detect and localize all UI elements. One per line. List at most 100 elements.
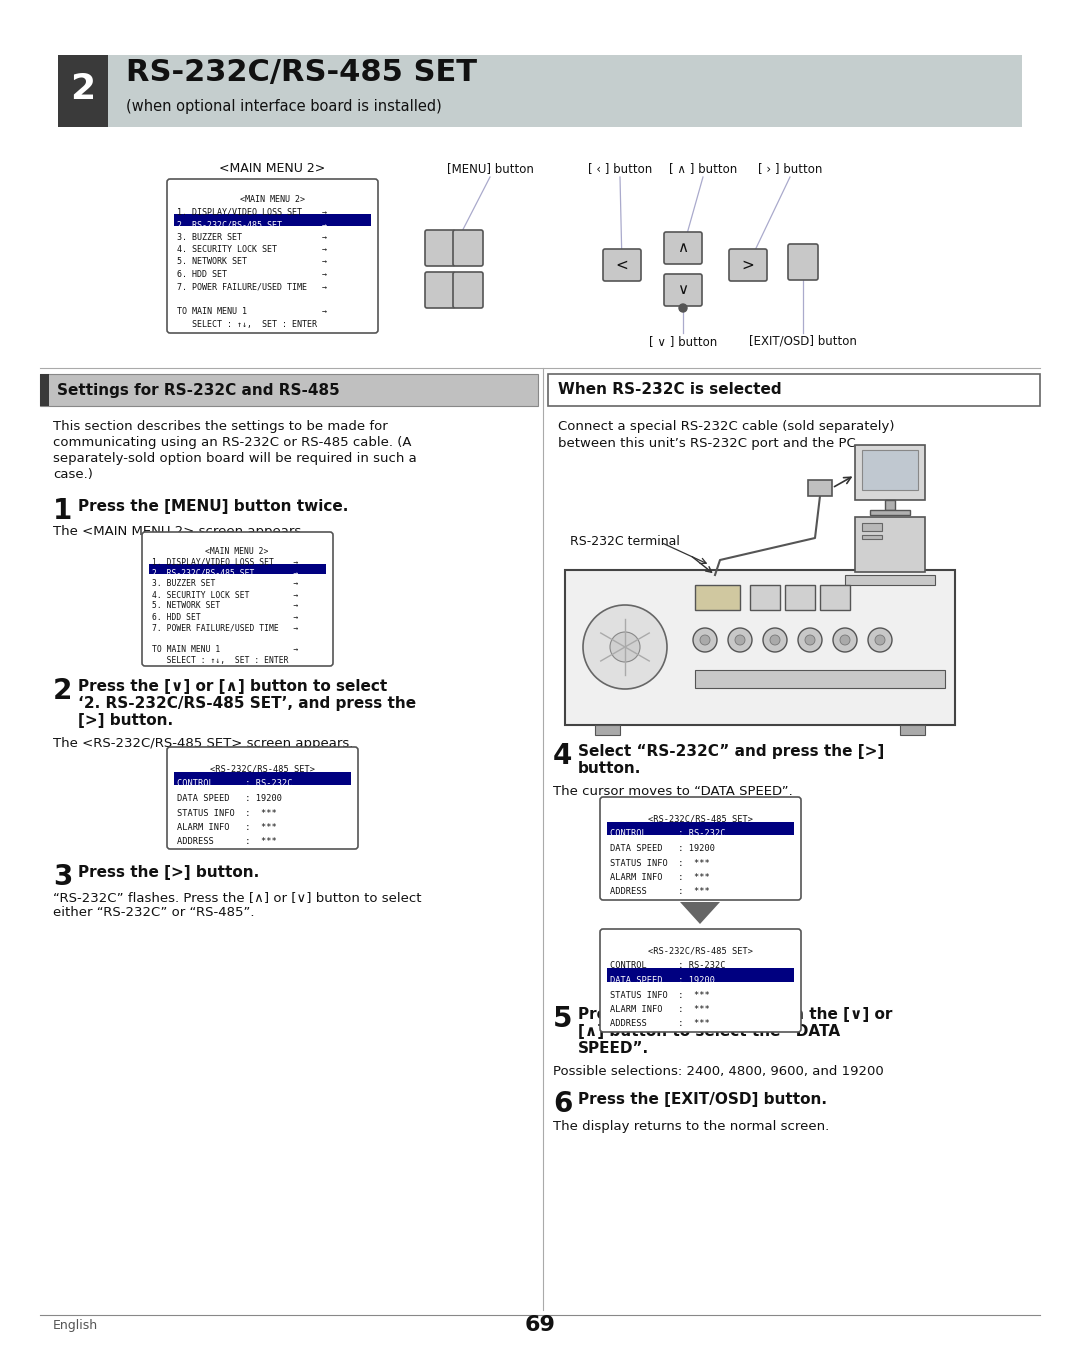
Text: >: > <box>742 257 754 272</box>
Text: CONTROL      : RS-232C: CONTROL : RS-232C <box>610 829 726 838</box>
Circle shape <box>610 632 640 662</box>
Circle shape <box>728 628 752 652</box>
FancyBboxPatch shape <box>729 249 767 280</box>
Text: [ ‹ ] button: [ ‹ ] button <box>588 162 652 175</box>
Text: [>] button.: [>] button. <box>78 713 173 728</box>
Text: between this unit’s RS-232C port and the PC.: between this unit’s RS-232C port and the… <box>558 437 860 450</box>
Text: 2: 2 <box>53 677 72 705</box>
Bar <box>696 670 945 687</box>
FancyBboxPatch shape <box>426 231 455 266</box>
Bar <box>40 373 538 406</box>
Text: The <MAIN MENU 2> screen appears.: The <MAIN MENU 2> screen appears. <box>53 524 306 538</box>
Text: RS-232C/RS-485 SET: RS-232C/RS-485 SET <box>126 58 477 88</box>
Text: ∧: ∧ <box>677 240 689 256</box>
Text: English: English <box>53 1318 98 1332</box>
Bar <box>862 450 918 491</box>
Text: either “RS-232C” or “RS-485”.: either “RS-232C” or “RS-485”. <box>53 906 255 919</box>
Bar <box>149 563 326 574</box>
Bar <box>855 445 924 500</box>
Bar <box>565 570 955 725</box>
Text: 4. SECURITY LOCK SET         →: 4. SECURITY LOCK SET → <box>152 590 298 600</box>
Bar <box>40 373 49 406</box>
Bar <box>548 373 1040 406</box>
Circle shape <box>805 635 815 644</box>
Text: 2. RS-232C/RS-485 SET        →: 2. RS-232C/RS-485 SET → <box>177 220 327 229</box>
Text: This section describes the settings to be made for: This section describes the settings to b… <box>53 421 388 433</box>
Text: DATA SPEED   : 19200: DATA SPEED : 19200 <box>177 794 282 803</box>
Text: 69: 69 <box>525 1316 555 1335</box>
FancyBboxPatch shape <box>603 249 642 280</box>
Text: 2. RS-232C/RS-485 SET        →: 2. RS-232C/RS-485 SET → <box>152 569 298 577</box>
Text: <: < <box>616 257 629 272</box>
Text: STATUS INFO  :  ***: STATUS INFO : *** <box>610 859 710 868</box>
Bar <box>862 523 882 531</box>
Text: SPEED”.: SPEED”. <box>578 1041 649 1055</box>
Circle shape <box>679 305 687 311</box>
FancyBboxPatch shape <box>167 179 378 333</box>
Text: 6: 6 <box>553 1091 572 1117</box>
Text: Possible selections: 2400, 4800, 9600, and 19200: Possible selections: 2400, 4800, 9600, a… <box>553 1065 883 1078</box>
Text: 3. BUZZER SET                →: 3. BUZZER SET → <box>177 232 327 241</box>
Text: 1. DISPLAY/VIDEO LOSS SET    →: 1. DISPLAY/VIDEO LOSS SET → <box>152 558 298 566</box>
Text: 5. NETWORK SET               →: 5. NETWORK SET → <box>177 257 327 267</box>
Text: 1: 1 <box>53 497 72 524</box>
Text: 2: 2 <box>70 71 95 106</box>
Text: DATA SPEED   : 19200: DATA SPEED : 19200 <box>610 844 715 853</box>
Text: 4. SECURITY LOCK SET         →: 4. SECURITY LOCK SET → <box>177 245 327 253</box>
Text: When RS-232C is selected: When RS-232C is selected <box>558 383 782 398</box>
Text: ADDRESS      :  ***: ADDRESS : *** <box>610 1019 710 1029</box>
Text: ALARM INFO   :  ***: ALARM INFO : *** <box>610 1006 710 1014</box>
FancyBboxPatch shape <box>141 532 333 666</box>
Text: <MAIN MENU 2>: <MAIN MENU 2> <box>219 162 325 175</box>
Text: 3. BUZZER SET                →: 3. BUZZER SET → <box>152 580 298 589</box>
Circle shape <box>833 628 858 652</box>
Text: ‘2. RS-232C/RS-485 SET’, and press the: ‘2. RS-232C/RS-485 SET’, and press the <box>78 696 416 710</box>
Text: Press the [MENU] button twice.: Press the [MENU] button twice. <box>78 499 349 514</box>
Text: (when optional interface board is installed): (when optional interface board is instal… <box>126 100 442 115</box>
Circle shape <box>583 605 667 689</box>
Polygon shape <box>680 902 720 923</box>
Text: 5: 5 <box>553 1006 572 1033</box>
Text: Press the [>] button.: Press the [>] button. <box>78 865 259 880</box>
Text: [∧] button to select the “DATA: [∧] button to select the “DATA <box>578 1024 840 1039</box>
Text: TO MAIN MENU 1               →: TO MAIN MENU 1 → <box>177 307 327 317</box>
Text: 4: 4 <box>553 741 572 770</box>
FancyBboxPatch shape <box>426 272 455 307</box>
FancyBboxPatch shape <box>788 244 818 280</box>
Circle shape <box>798 628 822 652</box>
Bar <box>607 821 794 834</box>
Text: button.: button. <box>578 762 642 776</box>
Text: ALARM INFO   :  ***: ALARM INFO : *** <box>610 874 710 882</box>
FancyBboxPatch shape <box>664 274 702 306</box>
Text: <MAIN MENU 2>: <MAIN MENU 2> <box>205 546 269 555</box>
Text: TO MAIN MENU 1               →: TO MAIN MENU 1 → <box>152 646 298 655</box>
Circle shape <box>770 635 780 644</box>
Text: “RS-232C” flashes. Press the [∧] or [∨] button to select: “RS-232C” flashes. Press the [∧] or [∨] … <box>53 891 421 905</box>
Text: SELECT : ↑↓,  SET : ENTER: SELECT : ↑↓, SET : ENTER <box>177 319 318 329</box>
Bar <box>885 500 895 510</box>
Text: 7. POWER FAILURE/USED TIME   →: 7. POWER FAILURE/USED TIME → <box>177 283 327 291</box>
Bar <box>595 725 620 735</box>
Text: [ ∧ ] button: [ ∧ ] button <box>669 162 738 175</box>
Text: 3: 3 <box>53 863 72 891</box>
Text: 7. POWER FAILURE/USED TIME   →: 7. POWER FAILURE/USED TIME → <box>152 624 298 632</box>
Text: CONTROL      : RS-232C: CONTROL : RS-232C <box>610 961 726 971</box>
Text: The display returns to the normal screen.: The display returns to the normal screen… <box>553 1120 829 1134</box>
Text: The <RS-232C/RS-485 SET> screen appears.: The <RS-232C/RS-485 SET> screen appears. <box>53 737 353 749</box>
Bar <box>750 585 780 611</box>
Bar <box>855 518 924 572</box>
Text: Settings for RS-232C and RS-485: Settings for RS-232C and RS-485 <box>57 383 340 398</box>
Circle shape <box>693 628 717 652</box>
Text: ALARM INFO   :  ***: ALARM INFO : *** <box>177 824 276 832</box>
Bar <box>845 576 935 585</box>
FancyBboxPatch shape <box>600 797 801 900</box>
Text: Connect a special RS-232C cable (sold separately): Connect a special RS-232C cable (sold se… <box>558 421 894 433</box>
Text: [ ∨ ] button: [ ∨ ] button <box>649 336 717 348</box>
Circle shape <box>875 635 885 644</box>
Text: case.): case.) <box>53 468 93 481</box>
Bar <box>870 510 910 515</box>
Text: RS-232C terminal: RS-232C terminal <box>570 535 680 549</box>
Bar <box>862 535 882 539</box>
Circle shape <box>868 628 892 652</box>
Bar <box>58 55 1022 127</box>
